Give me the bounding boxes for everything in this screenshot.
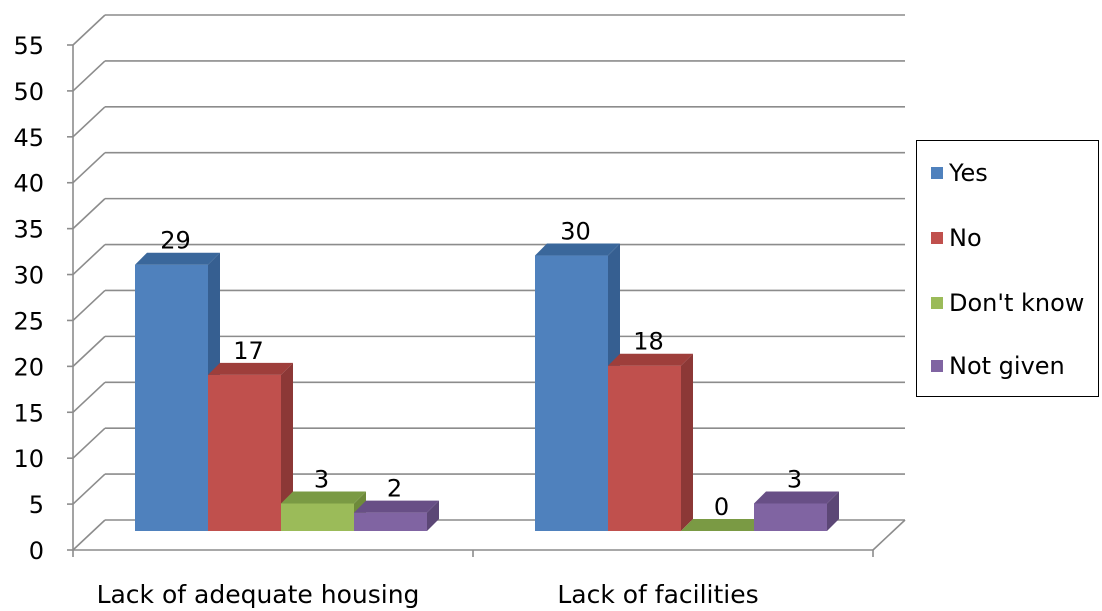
- axes: [67, 44, 906, 557]
- data-label: 29: [160, 227, 191, 255]
- data-label: 2: [387, 475, 402, 503]
- gridline-diagonal: [72, 14, 106, 46]
- data-label: 3: [787, 465, 802, 493]
- bar-top: [208, 362, 293, 375]
- y-tick-label: 15: [13, 399, 44, 427]
- bar-front: [754, 503, 827, 531]
- bars: [135, 243, 839, 531]
- bar-front: [208, 374, 281, 531]
- legend-item: No: [931, 224, 982, 252]
- y-axis-tick-labels: 0 5 10 15 20 25 30 35 40 45 50 55: [13, 32, 44, 565]
- data-label: 0: [714, 493, 729, 521]
- gridline-diagonal: [72, 198, 106, 230]
- bar-side: [281, 362, 293, 531]
- legend-swatch: [931, 297, 943, 309]
- y-tick-label: 45: [13, 124, 44, 152]
- x-category-label: Lack of adequate housing: [97, 580, 420, 609]
- gridline-diagonal: [72, 289, 106, 322]
- legend-item: Yes: [931, 159, 988, 187]
- bar-side: [427, 500, 439, 531]
- legend-swatch: [931, 167, 943, 179]
- y-tick-label: 25: [13, 307, 44, 335]
- x-category-label: Lack of facilities: [557, 580, 758, 609]
- legend-swatch: [931, 360, 943, 372]
- bar-top: [754, 491, 839, 504]
- data-label: 17: [233, 337, 264, 365]
- bar-top: [354, 500, 439, 513]
- gridline-diagonal: [72, 152, 106, 184]
- data-label: 18: [633, 328, 664, 356]
- y-tick-label: 35: [13, 216, 44, 244]
- y-tick-label: 40: [13, 170, 44, 198]
- x-axis-category-labels: Lack of adequate housing Lack of faciliti…: [97, 580, 759, 609]
- legend-label: Don't know: [949, 289, 1085, 317]
- legend-item: Don't know: [931, 289, 1084, 317]
- bar-top: [608, 353, 693, 366]
- y-tick-label: 20: [13, 353, 44, 381]
- bar-front: [135, 264, 208, 531]
- bar-top: [681, 519, 766, 531]
- legend-item: Not given: [931, 352, 1065, 380]
- y-tick-label: 55: [13, 32, 44, 60]
- gridline-diagonal: [72, 427, 106, 459]
- y-tick-label: 30: [13, 262, 44, 290]
- y-tick-label: 5: [29, 491, 44, 519]
- floor-edge: [872, 519, 906, 551]
- legend-label: Yes: [949, 159, 988, 187]
- gridline-diagonal: [72, 243, 106, 276]
- gridline-diagonal: [72, 60, 106, 92]
- bar-top: [535, 243, 620, 256]
- bar-front: [608, 365, 681, 531]
- legend: Yes No Don't know Not given: [916, 140, 1099, 397]
- bar-top: [135, 252, 220, 265]
- bar-side: [827, 491, 839, 531]
- data-labels: 29 17 3 2 30 18 0 3: [160, 218, 802, 521]
- bar-front: [281, 503, 354, 531]
- gridline-diagonal: [72, 381, 106, 413]
- bar-front: [354, 512, 427, 531]
- y-tick-label: 50: [13, 78, 44, 106]
- bar-front: [535, 255, 608, 531]
- data-label: 30: [560, 218, 591, 246]
- y-tick-label: 10: [13, 445, 44, 473]
- legend-label: Not given: [949, 352, 1065, 380]
- gridline-diagonal: [72, 473, 106, 505]
- bar-top: [281, 491, 366, 504]
- bar-side: [681, 353, 693, 531]
- gridline-diagonal: [72, 335, 106, 367]
- gridline-diagonal: [72, 106, 106, 138]
- legend-label: No: [949, 224, 982, 252]
- y-tick-label: 0: [29, 537, 44, 565]
- gridline-diagonal: [72, 519, 106, 551]
- data-label: 3: [314, 465, 329, 493]
- legend-swatch: [931, 232, 943, 244]
